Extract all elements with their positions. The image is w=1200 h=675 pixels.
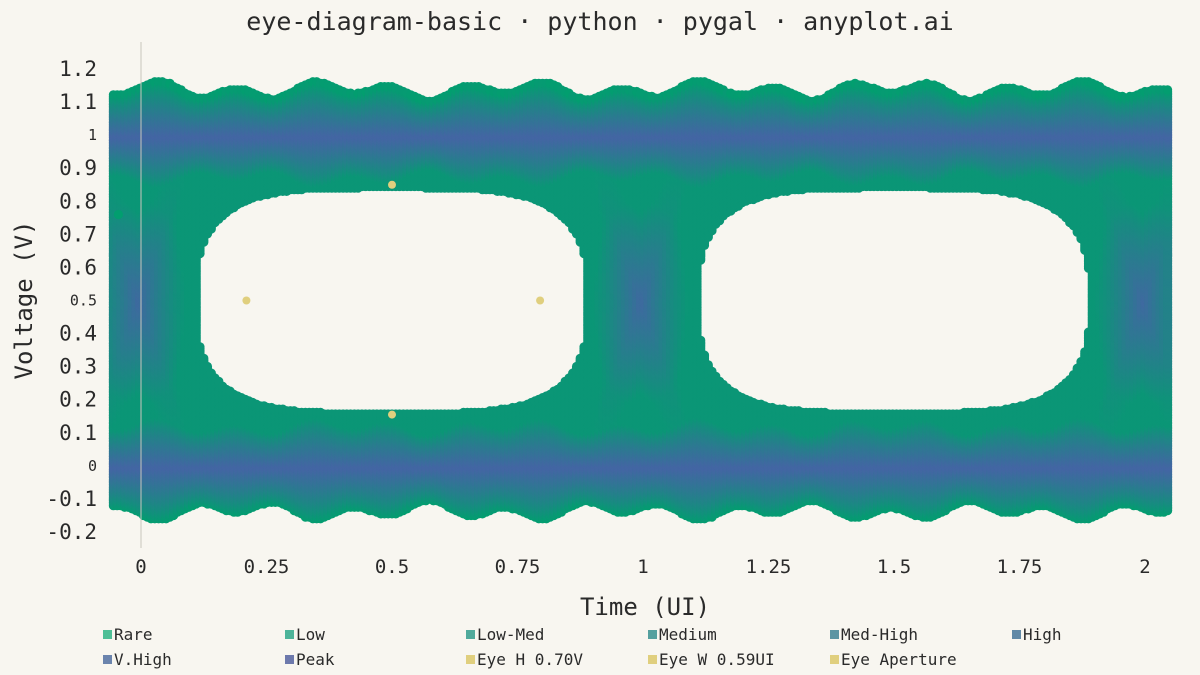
x-axis-title: Time (UI) [580,593,710,621]
y-axis-title: Voltage (V) [10,221,38,380]
chart-title: eye-diagram-basic · python · pygal · any… [246,7,953,36]
heatmap-layer [109,77,1172,523]
